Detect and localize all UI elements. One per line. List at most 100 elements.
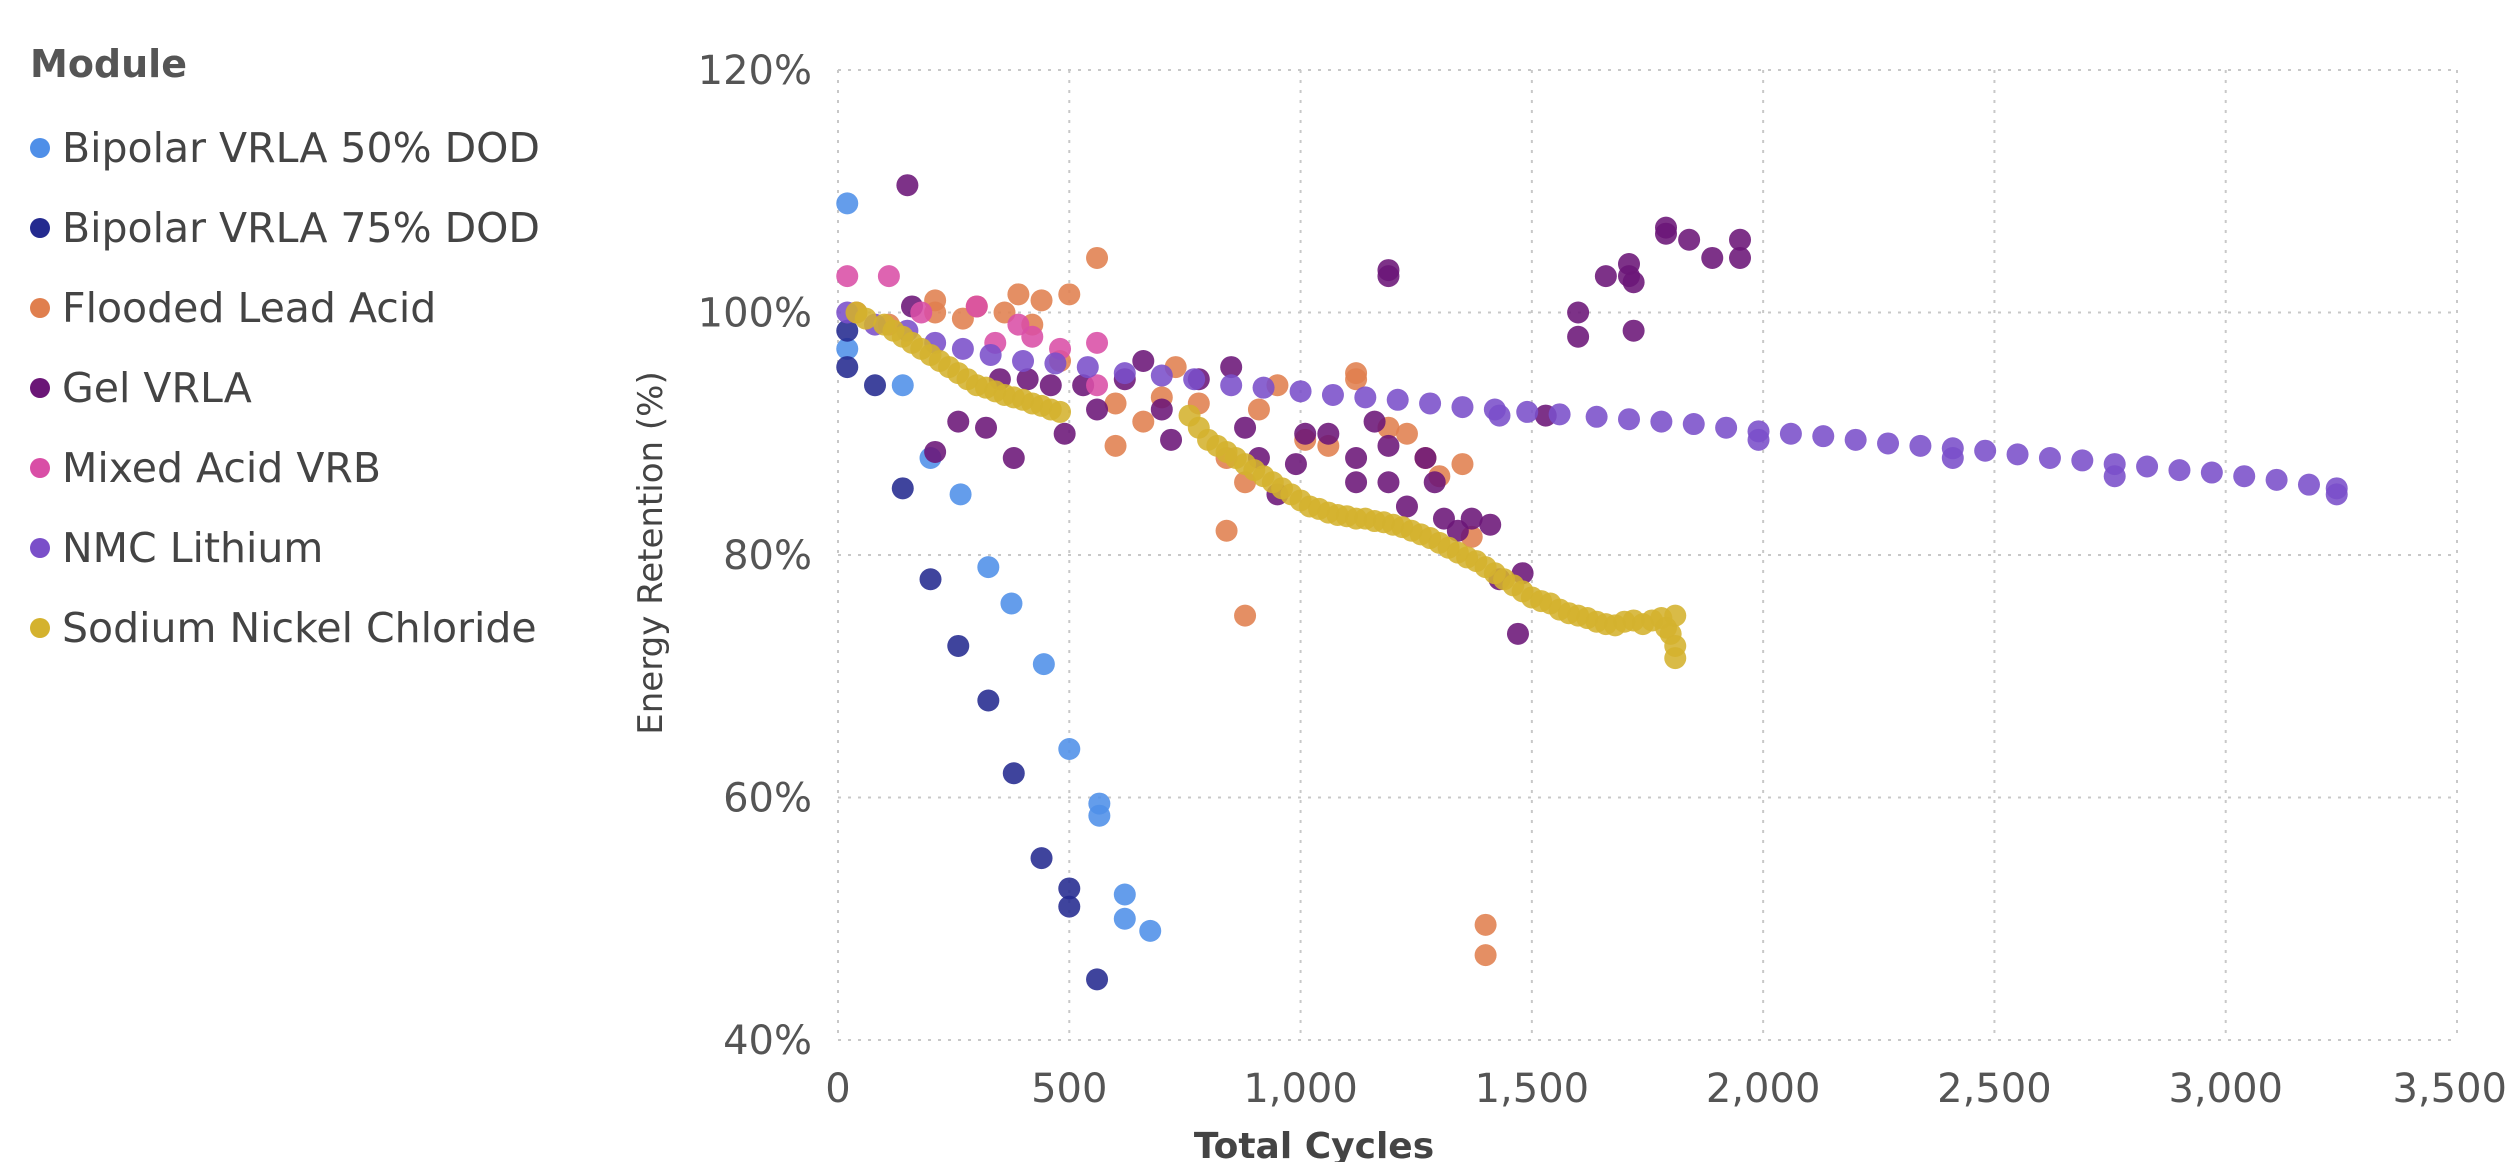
data-point[interactable] — [1585, 405, 1608, 428]
data-point[interactable] — [1234, 604, 1257, 627]
data-point[interactable] — [1812, 425, 1835, 448]
data-point[interactable] — [1234, 416, 1257, 439]
data-point[interactable] — [1479, 513, 1502, 536]
data-point[interactable] — [975, 416, 998, 439]
data-point[interactable] — [1516, 400, 1539, 423]
data-point[interactable] — [877, 265, 900, 288]
data-point[interactable] — [1729, 246, 1752, 269]
data-point[interactable] — [1160, 428, 1183, 451]
data-point[interactable] — [891, 374, 914, 397]
data-point[interactable] — [977, 689, 1000, 712]
data-point[interactable] — [1567, 325, 1590, 348]
data-point[interactable] — [1377, 259, 1400, 282]
data-point[interactable] — [1548, 403, 1571, 426]
data-point[interactable] — [1567, 301, 1590, 324]
data-point[interactable] — [1377, 434, 1400, 457]
data-point[interactable] — [1183, 368, 1206, 391]
data-point[interactable] — [836, 319, 859, 342]
data-point[interactable] — [1678, 228, 1701, 251]
data-point[interactable] — [1317, 422, 1340, 445]
data-point[interactable] — [965, 295, 988, 318]
data-point[interactable] — [1247, 398, 1270, 421]
data-point[interactable] — [891, 477, 914, 500]
data-point[interactable] — [1650, 410, 1673, 433]
data-point[interactable] — [1451, 453, 1474, 476]
data-point[interactable] — [1419, 392, 1442, 415]
data-point[interactable] — [1039, 374, 1062, 397]
data-point[interactable] — [2297, 473, 2320, 496]
legend-item[interactable]: Mixed Acid VRB — [30, 428, 540, 508]
data-point[interactable] — [1049, 400, 1072, 423]
data-point[interactable] — [1016, 368, 1039, 391]
data-point[interactable] — [1030, 847, 1053, 870]
data-point[interactable] — [1395, 495, 1418, 518]
data-point[interactable] — [1451, 396, 1474, 419]
data-point[interactable] — [2200, 461, 2223, 484]
data-point[interactable] — [1617, 408, 1640, 431]
data-point[interactable] — [1220, 356, 1243, 379]
data-point[interactable] — [1086, 968, 1109, 991]
data-point[interactable] — [1664, 647, 1687, 670]
data-point[interactable] — [864, 374, 887, 397]
data-point[interactable] — [1284, 453, 1307, 476]
data-point[interactable] — [924, 440, 947, 463]
data-point[interactable] — [1345, 471, 1368, 494]
data-point[interactable] — [2136, 455, 2159, 478]
data-point[interactable] — [836, 192, 859, 215]
data-point[interactable] — [1058, 738, 1081, 760]
data-point[interactable] — [1354, 386, 1377, 409]
data-point[interactable] — [1000, 592, 1023, 615]
legend-item[interactable]: Bipolar VRLA 50% DOD — [30, 108, 540, 188]
data-point[interactable] — [1289, 380, 1312, 403]
data-point[interactable] — [951, 337, 974, 360]
data-point[interactable] — [1345, 368, 1368, 391]
data-point[interactable] — [2071, 449, 2094, 472]
legend-item[interactable]: Bipolar VRLA 75% DOD — [30, 188, 540, 268]
data-point[interactable] — [1086, 331, 1109, 354]
data-point[interactable] — [1474, 944, 1497, 967]
data-point[interactable] — [1844, 428, 1867, 451]
data-point[interactable] — [1012, 350, 1035, 372]
data-point[interactable] — [1139, 919, 1162, 942]
data-point[interactable] — [1252, 376, 1275, 399]
data-point[interactable] — [947, 634, 970, 657]
data-point[interactable] — [1701, 246, 1724, 269]
data-point[interactable] — [1877, 432, 1900, 455]
data-point[interactable] — [1363, 410, 1386, 433]
data-point[interactable] — [1150, 364, 1173, 387]
data-point[interactable] — [1030, 289, 1053, 312]
data-point[interactable] — [1345, 447, 1368, 469]
data-point[interactable] — [836, 337, 859, 360]
data-point[interactable] — [1395, 422, 1418, 445]
data-point[interactable] — [1488, 404, 1511, 427]
data-point[interactable] — [836, 265, 859, 288]
data-point[interactable] — [919, 568, 942, 591]
data-point[interactable] — [1974, 439, 1997, 462]
data-point[interactable] — [947, 410, 970, 433]
data-point[interactable] — [1113, 907, 1136, 930]
data-point[interactable] — [1113, 362, 1136, 385]
data-point[interactable] — [1414, 447, 1437, 469]
data-point[interactable] — [1002, 447, 1025, 469]
data-point[interactable] — [1021, 325, 1044, 348]
data-point[interactable] — [1321, 383, 1344, 406]
data-point[interactable] — [1058, 877, 1081, 900]
data-point[interactable] — [977, 556, 1000, 579]
data-point[interactable] — [2325, 483, 2348, 506]
data-point[interactable] — [836, 356, 859, 379]
data-point[interactable] — [1377, 471, 1400, 494]
data-point[interactable] — [1506, 622, 1529, 645]
data-point[interactable] — [1779, 422, 1802, 445]
data-point[interactable] — [1032, 653, 1055, 676]
legend-item[interactable]: Flooded Lead Acid — [30, 268, 540, 348]
data-point[interactable] — [1460, 507, 1483, 530]
data-point[interactable] — [2265, 468, 2288, 491]
data-point[interactable] — [949, 483, 972, 506]
data-point[interactable] — [2038, 447, 2061, 469]
data-point[interactable] — [1909, 434, 1932, 457]
data-point[interactable] — [2006, 443, 2029, 466]
data-point[interactable] — [910, 301, 933, 324]
data-point[interactable] — [1682, 413, 1705, 436]
data-point[interactable] — [1113, 883, 1136, 906]
data-point[interactable] — [1941, 447, 1964, 469]
